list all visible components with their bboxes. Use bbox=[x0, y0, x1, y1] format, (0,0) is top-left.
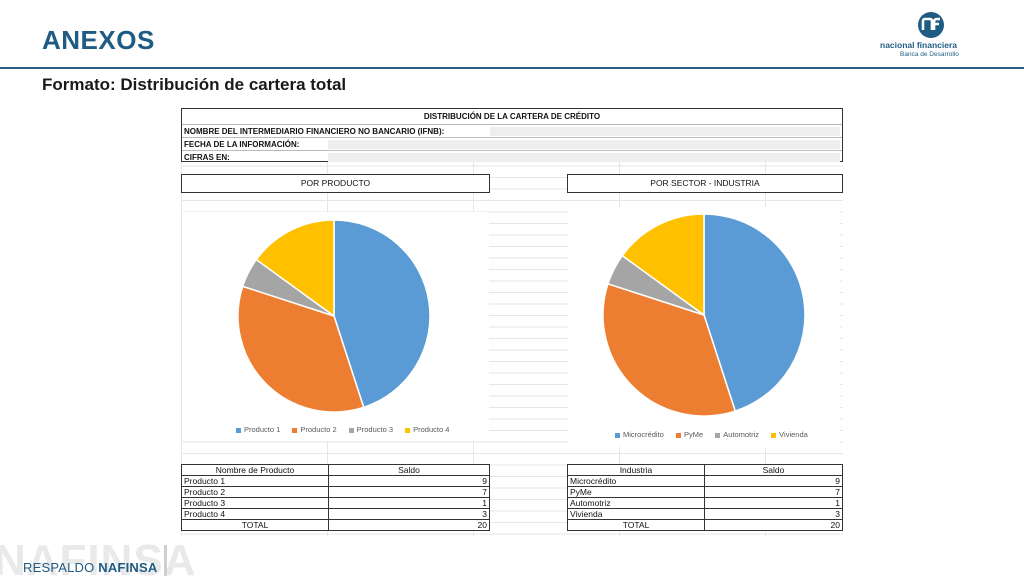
product-chart: Producto 1 Producto 2 Producto 3 Product… bbox=[182, 212, 489, 441]
table-row: Producto 2 7 bbox=[181, 486, 490, 498]
table-total-value[interactable]: 20 bbox=[704, 519, 843, 531]
legend-label: Automotriz bbox=[723, 430, 760, 439]
sector-pie-chart bbox=[602, 213, 806, 417]
table-header-row: Industria Saldo bbox=[567, 464, 843, 476]
legend-swatch bbox=[675, 432, 681, 438]
table-cell-value[interactable]: 9 bbox=[328, 475, 490, 487]
product-legend: Producto 1 Producto 2 Producto 3 Product… bbox=[236, 425, 459, 434]
table-cell-name[interactable]: Producto 4 bbox=[181, 508, 329, 520]
table-cell-name[interactable]: Microcrédito bbox=[567, 475, 705, 487]
table-header-cell: Saldo bbox=[704, 464, 843, 476]
product-table: Nombre de Producto Saldo Producto 1 9 Pr… bbox=[181, 464, 490, 531]
legend-item: Producto 3 bbox=[348, 425, 394, 434]
footer-brand: RESPALDO NAFINSA bbox=[23, 560, 157, 575]
table-cell-value[interactable]: 9 bbox=[704, 475, 843, 487]
nafin-logo-icon bbox=[918, 12, 944, 38]
units-input[interactable] bbox=[328, 153, 840, 162]
pie-slice-producto-1 bbox=[333, 219, 431, 409]
legend-label: Producto 1 bbox=[244, 425, 281, 434]
title-divider bbox=[0, 67, 1024, 69]
legend-label: Vivienda bbox=[779, 430, 808, 439]
sector-legend: Microcrédito PyMe Automotriz Vivienda bbox=[615, 430, 818, 439]
sector-table: Industria Saldo Microcrédito 9 PyMe 7 Au… bbox=[567, 464, 843, 531]
pie-slice-producto-2 bbox=[237, 285, 365, 413]
table-row: Producto 1 9 bbox=[181, 475, 490, 487]
legend-item: PyMe bbox=[675, 430, 704, 439]
table-row: Producto 4 3 bbox=[181, 508, 490, 520]
table-cell-name[interactable]: Automotriz bbox=[567, 497, 705, 509]
legend-swatch bbox=[715, 432, 721, 438]
pie-slice-vivienda bbox=[621, 213, 705, 317]
table-cell-name[interactable]: Vivienda bbox=[567, 508, 705, 520]
product-section-title: POR PRODUCTO bbox=[181, 174, 490, 193]
legend-label: Producto 2 bbox=[300, 425, 337, 434]
table-cell-value[interactable]: 7 bbox=[328, 486, 490, 498]
legend-item: Producto 2 bbox=[292, 425, 337, 434]
footer-divider bbox=[164, 545, 167, 576]
table-total-label: TOTAL bbox=[181, 519, 329, 531]
header-row-units-label: CIFRAS EN: bbox=[184, 153, 230, 162]
legend-swatch bbox=[348, 427, 354, 433]
header-row-date-label: FECHA DE LA INFORMACIÓN: bbox=[184, 140, 300, 149]
footer-brand-light: RESPALDO bbox=[23, 560, 99, 575]
credit-distribution-header: DISTRIBUCIÓN DE LA CARTERA DE CRÉDITO NO… bbox=[181, 108, 843, 162]
pie-slice-producto-4 bbox=[255, 219, 335, 318]
table-cell-name[interactable]: Producto 3 bbox=[181, 497, 329, 509]
slide-subtitle: Formato: Distribución de cartera total bbox=[42, 75, 347, 94]
table-header-row: Nombre de Producto Saldo bbox=[181, 464, 490, 476]
legend-item: Automotriz bbox=[715, 430, 759, 439]
table-cell-value[interactable]: 1 bbox=[328, 497, 490, 509]
table-total-row: TOTAL 20 bbox=[567, 519, 843, 531]
table-cell-value[interactable]: 3 bbox=[704, 508, 843, 520]
table-total-value[interactable]: 20 bbox=[328, 519, 490, 531]
table-cell-value[interactable]: 3 bbox=[328, 508, 490, 520]
header-row-units: CIFRAS EN: bbox=[182, 150, 842, 163]
table-row: Automotriz 1 bbox=[567, 497, 843, 509]
table-cell-name[interactable]: Producto 1 bbox=[181, 475, 329, 487]
nafin-logo: nacional financiera Banca de Desarrollo bbox=[872, 10, 990, 60]
table-total-row: TOTAL 20 bbox=[181, 519, 490, 531]
table-header-cell: Nombre de Producto bbox=[181, 464, 329, 476]
header-row-intermediary-label: NOMBRE DEL INTERMEDIARIO FINANCIERO NO B… bbox=[184, 127, 445, 136]
table-row: Producto 3 1 bbox=[181, 497, 490, 509]
legend-label: Microcrédito bbox=[623, 430, 664, 439]
legend-label: PyMe bbox=[683, 430, 704, 439]
legend-swatch bbox=[292, 427, 298, 433]
table-row: Microcrédito 9 bbox=[567, 475, 843, 487]
legend-swatch bbox=[405, 427, 411, 433]
table-cell-name[interactable]: Producto 2 bbox=[181, 486, 329, 498]
logo-name: nacional financiera bbox=[880, 40, 957, 50]
table-header-cell: Industria bbox=[567, 464, 705, 476]
intermediary-input[interactable] bbox=[490, 127, 840, 136]
sector-section-title: POR SECTOR - INDUSTRIA bbox=[567, 174, 843, 193]
table-row: Vivienda 3 bbox=[567, 508, 843, 520]
pie-slice-microcr-dito bbox=[703, 213, 806, 413]
legend-swatch bbox=[615, 432, 620, 438]
date-input[interactable] bbox=[328, 140, 840, 149]
header-title: DISTRIBUCIÓN DE LA CARTERA DE CRÉDITO bbox=[423, 112, 601, 121]
legend-swatch bbox=[236, 427, 241, 433]
logo-tagline: Banca de Desarrollo bbox=[900, 51, 959, 58]
table-total-label: TOTAL bbox=[567, 519, 705, 531]
table-row: PyMe 7 bbox=[567, 486, 843, 498]
legend-item: Producto 4 bbox=[405, 425, 449, 434]
legend-label: Producto 3 bbox=[356, 425, 394, 434]
table-header-cell: Saldo bbox=[328, 464, 490, 476]
legend-label: Producto 4 bbox=[413, 425, 450, 434]
pie-slice-pyme bbox=[602, 282, 737, 417]
sector-chart: Microcrédito PyMe Automotriz Vivienda bbox=[568, 207, 840, 447]
table-cell-value[interactable]: 1 bbox=[704, 497, 843, 509]
header-row-intermediary: NOMBRE DEL INTERMEDIARIO FINANCIERO NO B… bbox=[182, 124, 842, 137]
legend-item: Vivienda bbox=[771, 430, 808, 439]
legend-swatch bbox=[771, 432, 777, 438]
table-cell-name[interactable]: PyMe bbox=[567, 486, 705, 498]
legend-item: Microcrédito bbox=[615, 430, 664, 439]
product-pie-chart bbox=[237, 219, 431, 413]
slide-title: ANEXOS bbox=[42, 25, 155, 55]
footer-brand-bold: NAFINSA bbox=[98, 560, 158, 575]
header-row-date: FECHA DE LA INFORMACIÓN: bbox=[182, 137, 842, 150]
table-cell-value[interactable]: 7 bbox=[704, 486, 843, 498]
legend-item: Producto 1 bbox=[236, 425, 280, 434]
